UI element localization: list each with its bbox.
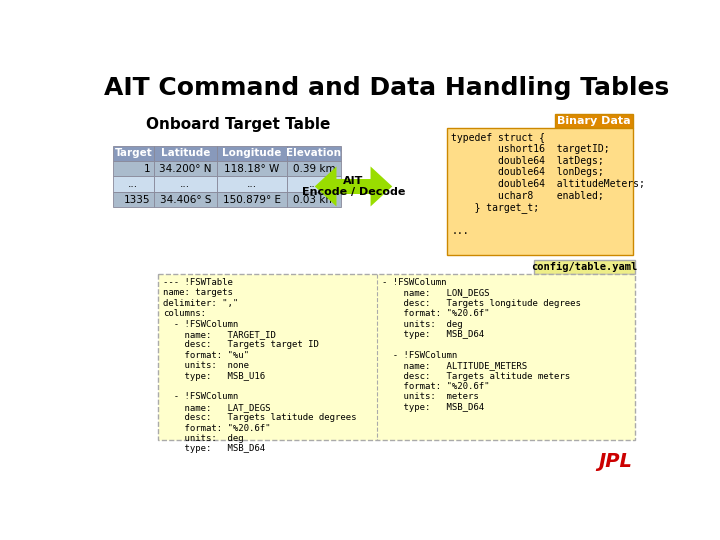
Text: 1335: 1335	[124, 194, 150, 205]
Text: AIT Command and Data Handling Tables: AIT Command and Data Handling Tables	[104, 76, 669, 100]
Text: 0.39 km: 0.39 km	[292, 164, 336, 174]
Text: --- !FSWTable
name: targets
delimiter: ","
columns:
  - !FSWColumn
    name:   T: --- !FSWTable name: targets delimiter: "…	[163, 278, 356, 454]
Text: 34.200° N: 34.200° N	[159, 164, 212, 174]
Text: Onboard Target Table: Onboard Target Table	[145, 117, 330, 132]
Text: Longitude: Longitude	[222, 148, 282, 158]
Text: JPL: JPL	[598, 453, 632, 471]
Text: ...: ...	[128, 179, 138, 189]
Bar	[158, 274, 635, 440]
Bar	[153, 192, 217, 207]
Bar	[217, 146, 287, 161]
Polygon shape	[371, 166, 392, 206]
Bar	[153, 146, 217, 161]
Bar	[113, 161, 153, 177]
Bar	[153, 177, 217, 192]
Bar	[287, 146, 341, 161]
Bar	[217, 177, 287, 192]
Bar	[287, 161, 341, 177]
Bar	[113, 192, 153, 207]
Text: 150.879° E: 150.879° E	[223, 194, 281, 205]
Bar	[113, 177, 153, 192]
Text: config/table.yaml: config/table.yaml	[531, 262, 638, 272]
Bar	[217, 161, 287, 177]
Text: - !FSWColumn
    name:   LON_DEGS
    desc:   Targets longitude degrees
    form: - !FSWColumn name: LON_DEGS desc: Target…	[382, 278, 581, 412]
Bar	[153, 161, 217, 177]
Bar	[287, 192, 341, 207]
Text: 1: 1	[144, 164, 150, 174]
Text: ...: ...	[247, 179, 257, 189]
Text: typedef struct {
        ushort16  targetID;
        double64  latDegs;
        : typedef struct { ushort16 targetID; doub…	[451, 132, 645, 237]
Bar	[446, 128, 632, 255]
Bar	[217, 192, 287, 207]
Text: Elevation: Elevation	[287, 148, 341, 158]
Bar	[336, 179, 371, 194]
Text: 34.406° S: 34.406° S	[160, 194, 211, 205]
Text: 118.18° W: 118.18° W	[225, 164, 279, 174]
Text: Binary Data: Binary Data	[557, 116, 631, 126]
Bar	[113, 146, 153, 161]
Text: Target: Target	[114, 148, 152, 158]
Text: AIT
Encode / Decode: AIT Encode / Decode	[302, 176, 405, 197]
Bar	[534, 260, 635, 274]
Polygon shape	[315, 166, 336, 206]
Text: Latitude: Latitude	[161, 148, 210, 158]
Text: ...: ...	[180, 179, 190, 189]
Bar	[555, 114, 632, 128]
Text: 0.03 km: 0.03 km	[293, 194, 336, 205]
Bar	[287, 177, 341, 192]
Text: ...: ...	[309, 179, 319, 189]
